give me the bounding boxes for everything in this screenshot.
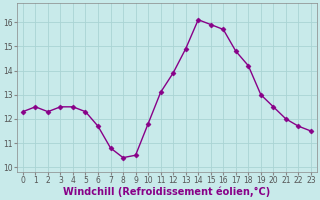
X-axis label: Windchill (Refroidissement éolien,°C): Windchill (Refroidissement éolien,°C) [63,187,270,197]
